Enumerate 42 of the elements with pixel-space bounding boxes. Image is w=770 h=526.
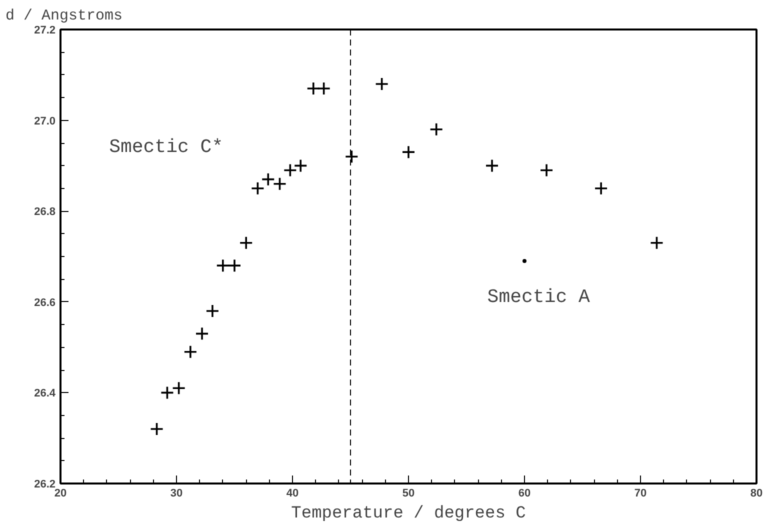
y-tick-label: 26.4 (34, 388, 56, 400)
point (172, 381, 186, 396)
point (216, 258, 230, 272)
point (206, 304, 220, 318)
x-tick-label: 30 (170, 488, 183, 500)
point (594, 182, 608, 196)
point (184, 344, 198, 359)
point (160, 386, 174, 400)
point (150, 422, 164, 436)
x-tick-label: 40 (286, 488, 299, 500)
point (239, 236, 253, 250)
point (294, 158, 308, 173)
point (522, 259, 526, 264)
x-tick-label: 80 (750, 488, 763, 500)
point (228, 258, 242, 272)
y-tick-label: 26.2 (34, 478, 56, 490)
annotation: Smectic C* (109, 136, 224, 158)
point (650, 236, 664, 250)
point (429, 122, 444, 136)
x-tick-label: 70 (634, 488, 647, 500)
y-tick-label: 27.0 (34, 115, 56, 128)
x-axis-title: Temperature / degrees C (291, 504, 526, 524)
point (316, 82, 331, 96)
point (250, 182, 265, 196)
point (485, 158, 499, 173)
point (374, 77, 389, 91)
point (195, 326, 209, 341)
y-tick-label: 26.6 (34, 296, 56, 309)
y-tick-label: 26.8 (34, 206, 56, 218)
point (272, 176, 287, 191)
point (261, 172, 276, 186)
point (402, 145, 416, 159)
point (344, 150, 359, 164)
x-tick-label: 20 (54, 488, 67, 500)
point (540, 163, 554, 178)
y-axis-title: d / Angstroms (6, 8, 123, 24)
x-tick-label: 50 (402, 488, 415, 500)
point (283, 163, 298, 178)
x-tick-label: 60 (518, 488, 531, 500)
annotation: Smectic A (487, 286, 591, 308)
point (306, 82, 320, 96)
y-tick-label: 27.2 (34, 24, 56, 36)
